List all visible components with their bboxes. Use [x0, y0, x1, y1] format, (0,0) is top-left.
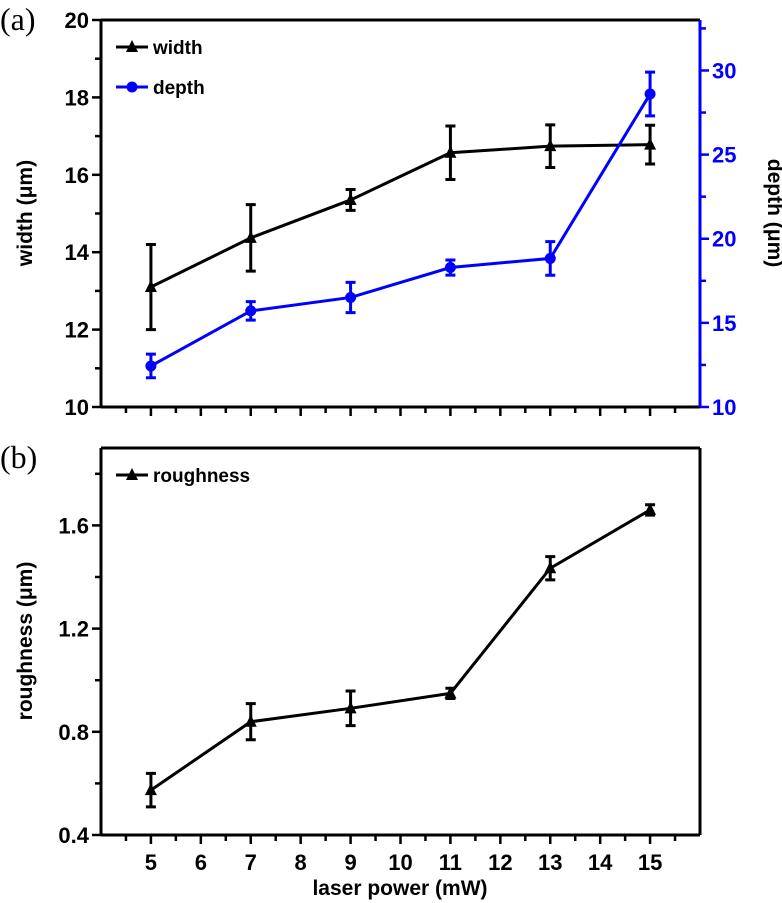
- panel-a-ylabel: width (μm): [14, 160, 37, 267]
- x-tick-label: 5: [145, 850, 157, 875]
- y-tick-label: 18: [65, 85, 89, 110]
- panel-b-xlabel: laser power (mW): [312, 877, 487, 900]
- y-tick-label: 10: [65, 395, 89, 420]
- y2-tick-label: 30: [712, 58, 736, 83]
- legend-label: depth: [153, 78, 205, 99]
- legend-label: roughness: [153, 466, 250, 487]
- x-tick-label: 8: [295, 850, 307, 875]
- roughness-data-point: [344, 701, 357, 714]
- depth-data-point: [444, 262, 456, 274]
- x-tick-label: 7: [245, 850, 257, 875]
- x-tick-label: 13: [538, 850, 562, 875]
- legend-label: width: [152, 38, 203, 59]
- roughness-series-line: [150, 508, 651, 792]
- y-tick-label: 0.4: [58, 823, 89, 848]
- legend-marker: [126, 40, 138, 52]
- panel-a-label: (a): [0, 1, 36, 37]
- depth-data-point: [345, 291, 357, 303]
- x-tick-label: 9: [344, 850, 356, 875]
- width-data-point: [544, 139, 557, 152]
- roughness-data-point: [444, 686, 457, 699]
- x-tick-label: 10: [388, 850, 412, 875]
- x-tick-label: 15: [638, 850, 662, 875]
- y-tick-label: 12: [65, 318, 89, 343]
- width-data-point: [344, 192, 357, 205]
- y-tick-label: 16: [65, 163, 89, 188]
- width-data-point: [244, 230, 257, 243]
- y2-tick-label: 25: [712, 143, 736, 168]
- x-tick-label: 12: [488, 850, 512, 875]
- y-tick-label: 1.6: [58, 513, 89, 538]
- width-data-point: [144, 280, 157, 293]
- width-data-point: [444, 145, 457, 158]
- legend-marker: [126, 81, 138, 93]
- width-series-line: [150, 143, 651, 289]
- roughness-data-point: [144, 783, 157, 796]
- y-tick-label: 20: [65, 8, 89, 33]
- panel-b-label: (b): [0, 439, 37, 475]
- y2-tick-label: 10: [712, 395, 736, 420]
- y-tick-label: 0.8: [58, 720, 89, 745]
- depth-data-point: [544, 252, 556, 264]
- y2-tick-label: 15: [712, 311, 736, 336]
- depth-data-point: [145, 360, 157, 372]
- width-data-point: [644, 137, 657, 150]
- roughness-data-point: [544, 561, 557, 574]
- x-tick-label: 14: [588, 850, 613, 875]
- y-tick-label: 14: [65, 240, 90, 265]
- panel-a-y2label: depth (μm): [763, 159, 782, 268]
- y2-tick-label: 20: [712, 227, 736, 252]
- y-tick-label: 1.2: [58, 617, 89, 642]
- panel-b-ylabel: roughness (μm): [14, 562, 37, 721]
- depth-data-point: [644, 88, 656, 100]
- depth-data-point: [245, 305, 257, 317]
- x-tick-label: 11: [439, 850, 462, 875]
- roughness-data-point: [244, 714, 257, 727]
- roughness-data-point: [644, 502, 657, 515]
- x-tick-label: 6: [195, 850, 207, 875]
- legend-marker: [126, 468, 138, 480]
- depth-series-line: [150, 93, 652, 368]
